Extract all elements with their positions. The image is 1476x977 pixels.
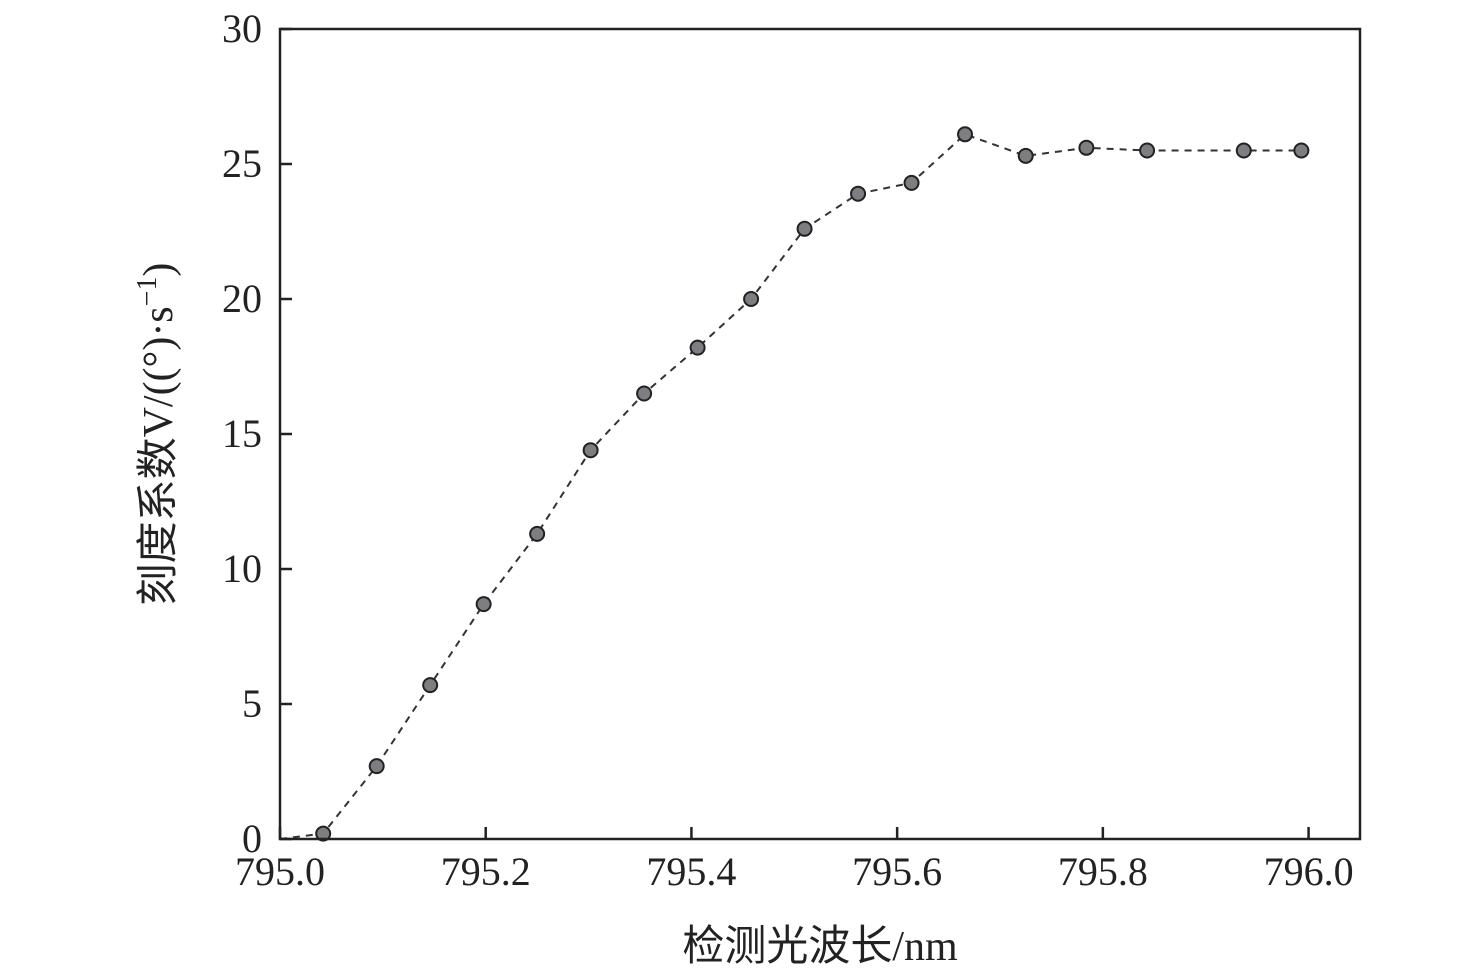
series-line	[279, 133, 1302, 840]
data-point	[315, 825, 332, 842]
data-point	[582, 442, 599, 459]
y-axis-title: 刻度系数V/((°)·s−1)	[132, 263, 182, 606]
data-point	[1078, 139, 1095, 156]
x-axis-title: 检测光波长/nm	[682, 923, 958, 970]
x-tick-label: 795.4	[646, 849, 736, 894]
data-point	[796, 220, 813, 237]
y-tick-label: 20	[222, 276, 262, 321]
data-point	[1235, 142, 1252, 159]
y-axis-title-close: )	[136, 263, 182, 277]
x-tick-label: 796.0	[1264, 849, 1354, 894]
data-point	[368, 758, 385, 775]
data-point	[422, 677, 439, 694]
x-tick-label: 795.0	[235, 849, 325, 894]
data-point	[1293, 142, 1310, 159]
data-point	[636, 385, 653, 402]
data-point	[743, 291, 760, 307]
data-point	[1139, 142, 1156, 159]
data-point	[903, 174, 920, 191]
y-tick-label: 10	[222, 546, 262, 591]
x-tick-label: 795.6	[852, 849, 942, 894]
y-tick-label: 15	[222, 411, 262, 456]
y-tick-label: 30	[222, 6, 262, 51]
data-point	[850, 185, 867, 202]
data-point	[1017, 147, 1034, 164]
x-tick-label: 795.2	[441, 849, 531, 894]
y-tick-label: 5	[242, 681, 262, 726]
y-axis-title-main: 刻度系数V/((°)·s	[136, 306, 182, 605]
y-axis-title-superscript: −1	[132, 277, 163, 307]
x-tick-label: 795.8	[1058, 849, 1148, 894]
y-tick-label: 0	[242, 816, 262, 861]
plot-frame	[278, 27, 1362, 841]
data-point	[475, 596, 492, 613]
data-point	[689, 339, 706, 356]
y-tick-label: 25	[222, 141, 262, 186]
data-point	[529, 525, 546, 542]
ticks-layer: 795.0 795.2 795.4 795.6 795.8 796.0 0 5 10 15 20 25…	[222, 6, 1354, 894]
data-point	[957, 126, 974, 143]
series-layer	[279, 126, 1310, 842]
